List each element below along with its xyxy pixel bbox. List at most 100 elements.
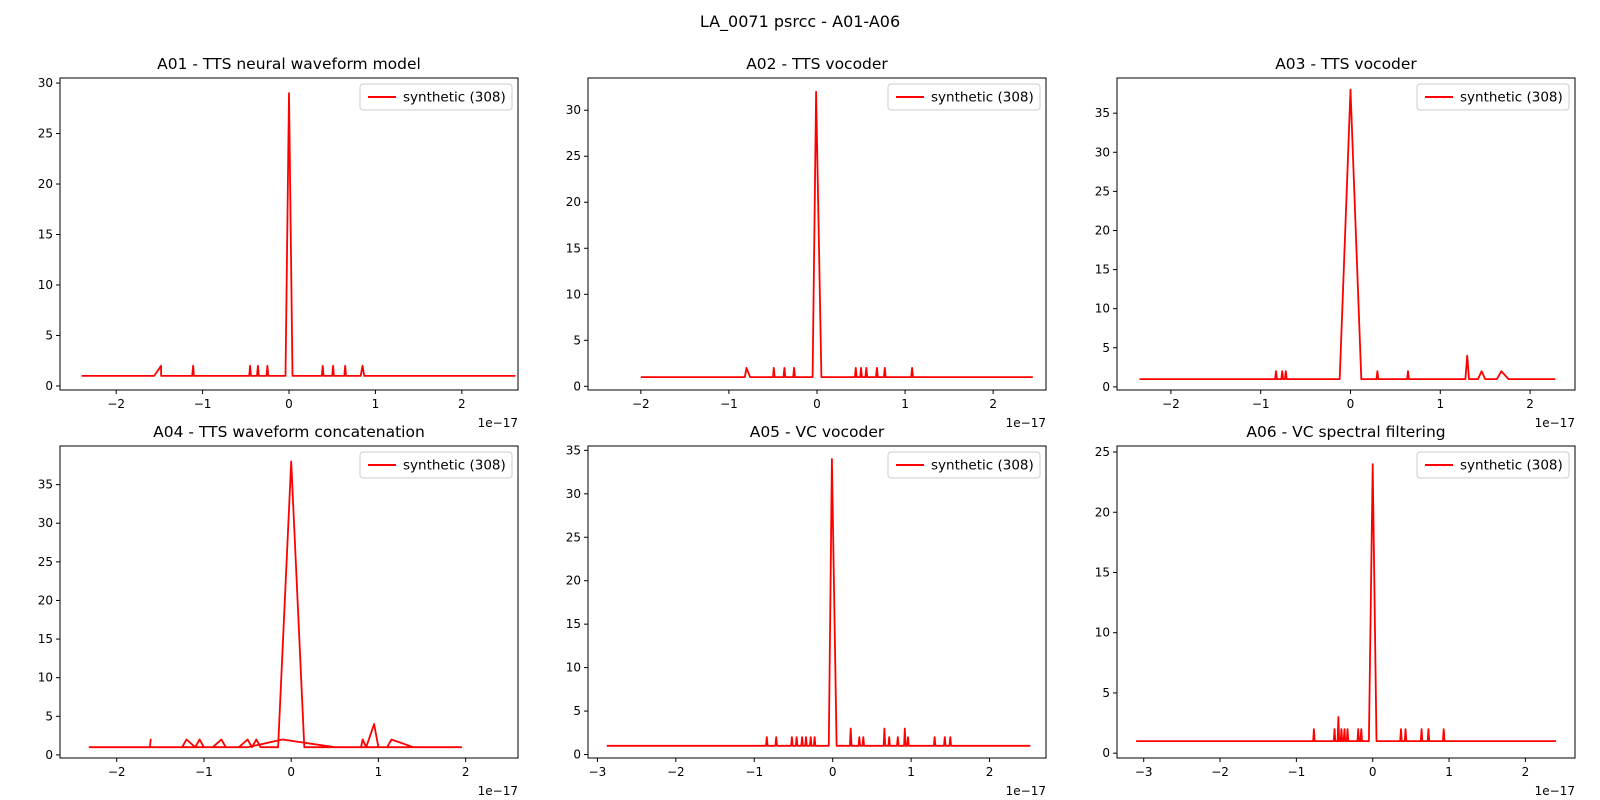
x-tick-label: 2 [1526,397,1534,411]
series-line-1 [1136,463,1556,742]
y-tick-label: 0 [45,748,53,762]
x-tick-label: −3 [589,765,607,779]
legend-box [887,451,1041,479]
x-tick-label: 0 [813,397,821,411]
x-offset-label: 1e−17 [1006,416,1046,430]
subplot-title: A04 - TTS waveform concatenation [153,423,425,441]
x-offset-label: 1e−17 [1006,784,1046,798]
legend-label: synthetic (308) [931,90,1034,106]
y-tick-label: 10 [1095,302,1110,316]
y-tick-label: 20 [38,593,53,607]
subplot-title: A05 - VC vocoder [750,423,885,441]
y-tick-label: 5 [573,704,581,718]
legend: synthetic (308) [887,83,1041,111]
y-tick-label: 10 [38,671,53,685]
x-tick-label: −1 [720,397,738,411]
y-tick-label: 30 [38,516,53,530]
x-tick-label: 1 [907,765,915,779]
x-tick-label: 0 [1369,765,1377,779]
y-tick-label: 35 [566,443,581,457]
legend: synthetic (308) [1416,451,1570,479]
x-tick-label: 0 [1347,397,1355,411]
y-tick-label: 10 [38,278,53,292]
y-tick-label: 25 [38,127,53,141]
y-tick-label: 0 [45,379,53,393]
y-tick-label: 10 [1095,626,1110,640]
x-tick-label: 1 [372,397,380,411]
legend-label: synthetic (308) [931,458,1034,474]
series-line-1 [81,92,516,377]
legend: synthetic (308) [359,451,513,479]
x-offset-label: 1e−17 [1535,416,1575,430]
x-tick-label: 1 [1445,765,1453,779]
x-offset-label: 1e−17 [478,784,518,798]
legend-box [887,83,1041,111]
y-tick-label: 25 [566,149,581,163]
y-tick-label: 35 [1095,106,1110,120]
y-tick-label: 10 [566,287,581,301]
y-tick-label: 0 [573,379,581,393]
x-tick-label: −3 [1135,765,1153,779]
y-tick-label: 10 [566,661,581,675]
figure-suptitle: LA_0071 psrcc - A01-A06 [699,12,901,31]
x-tick-label: 1 [901,397,909,411]
subplot-title: A01 - TTS neural waveform model [157,55,421,73]
x-tick-label: −1 [1252,397,1270,411]
axes-frame [1116,445,1576,759]
x-tick-label: −2 [667,765,685,779]
y-tick-label: 5 [45,709,53,723]
x-tick-label: −1 [195,765,213,779]
y-tick-label: 20 [1095,223,1110,237]
x-tick-label: −2 [632,397,650,411]
legend-label: synthetic (308) [1460,458,1563,474]
y-tick-label: 30 [38,76,53,90]
x-tick-label: 2 [458,397,466,411]
series-line-1 [606,458,1031,747]
legend-label: synthetic (308) [403,90,506,106]
legend-label: synthetic (308) [1460,90,1563,106]
y-tick-label: 0 [573,748,581,762]
y-tick-label: 15 [1095,263,1110,277]
legend-box [359,83,513,111]
legend: synthetic (308) [1416,83,1570,111]
y-tick-label: 15 [1095,565,1110,579]
y-tick-label: 5 [45,328,53,342]
legend-box [1416,451,1570,479]
y-tick-label: 15 [566,617,581,631]
y-tick-label: 35 [38,478,53,492]
x-tick-label: 2 [462,765,470,779]
y-tick-label: 20 [566,195,581,209]
x-tick-label: −1 [1288,765,1306,779]
x-tick-label: −2 [108,765,126,779]
x-tick-label: 1 [1436,397,1444,411]
x-tick-label: 0 [829,765,837,779]
y-tick-label: 0 [1102,380,1110,394]
x-tick-label: −2 [107,397,125,411]
x-tick-label: 2 [986,765,994,779]
legend: synthetic (308) [887,451,1041,479]
y-tick-label: 5 [573,333,581,347]
x-offset-label: 1e−17 [478,416,518,430]
y-tick-label: 25 [1095,184,1110,198]
subplot-title: A03 - TTS vocoder [1275,55,1417,73]
y-tick-label: 30 [566,487,581,501]
y-tick-label: 20 [38,177,53,191]
axes-frame [587,445,1047,759]
legend-label: synthetic (308) [403,458,506,474]
x-tick-label: 2 [1522,765,1530,779]
y-tick-label: 15 [38,228,53,242]
y-tick-label: 25 [38,555,53,569]
legend-box [1416,83,1570,111]
legend-box [359,451,513,479]
series-line-1 [1139,88,1556,381]
x-tick-label: 2 [989,397,997,411]
y-tick-label: 20 [566,574,581,588]
x-offset-label: 1e−17 [1535,784,1575,798]
